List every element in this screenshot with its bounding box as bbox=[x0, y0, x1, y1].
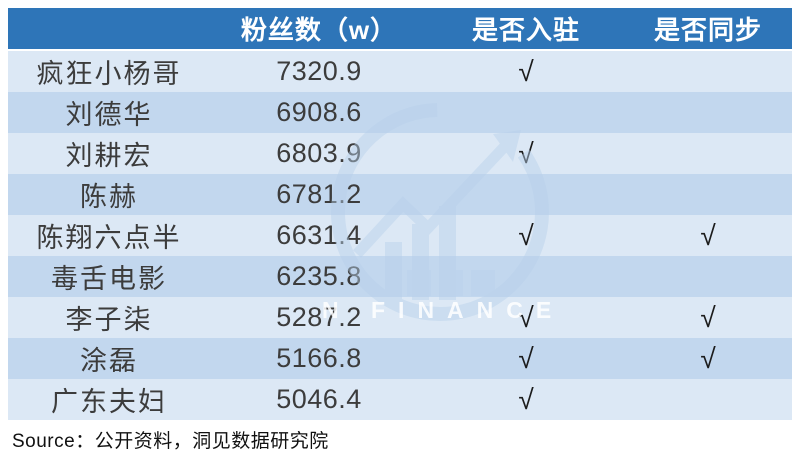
header-synced: 是否同步 bbox=[653, 15, 762, 45]
settled-mark: √ bbox=[518, 219, 534, 251]
account-name: 陈翔六点半 bbox=[36, 223, 182, 253]
table-row: 陈翔六点半 6631.4 √ √ bbox=[8, 215, 792, 256]
table-row: 刘耕宏 6803.9 √ bbox=[8, 133, 792, 174]
account-name: 李子柒 bbox=[65, 305, 153, 335]
account-name: 毒舌电影 bbox=[51, 264, 167, 294]
account-name: 涂磊 bbox=[80, 346, 138, 376]
fans-value: 6908.6 bbox=[276, 97, 362, 127]
fans-value: 7320.9 bbox=[276, 56, 362, 86]
settled-mark: √ bbox=[518, 342, 534, 374]
fans-value: 6235.8 bbox=[276, 261, 362, 291]
settled-mark: √ bbox=[518, 383, 534, 415]
synced-mark: √ bbox=[700, 301, 716, 333]
synced-mark bbox=[624, 256, 792, 297]
header-settled: 是否入驻 bbox=[471, 15, 580, 45]
fans-value: 5166.8 bbox=[276, 343, 362, 373]
account-name: 刘耕宏 bbox=[65, 141, 153, 171]
header-account bbox=[8, 8, 210, 49]
settled-mark: √ bbox=[518, 55, 534, 87]
fans-value: 6803.9 bbox=[276, 138, 362, 168]
fans-value: 5287.2 bbox=[276, 302, 362, 332]
table-row: 李子柒 5287.2 √ √ bbox=[8, 297, 792, 338]
table-body: 疯狂小杨哥 7320.9 √ 刘德华 6908.6 刘耕宏 6803.9 √ 陈… bbox=[8, 51, 792, 420]
table-header-row: 粉丝数（w） 是否入驻 是否同步 bbox=[8, 8, 792, 51]
account-name: 疯狂小杨哥 bbox=[36, 59, 182, 89]
table-row: 刘德华 6908.6 bbox=[8, 92, 792, 133]
table-row: 广东夫妇 5046.4 √ bbox=[8, 379, 792, 420]
account-name: 陈赫 bbox=[80, 182, 138, 212]
table-row: 涂磊 5166.8 √ √ bbox=[8, 338, 792, 379]
table-row: 陈赫 6781.2 bbox=[8, 174, 792, 215]
settled-mark bbox=[428, 92, 624, 133]
synced-mark: √ bbox=[700, 342, 716, 374]
settled-mark: √ bbox=[518, 137, 534, 169]
synced-mark bbox=[624, 92, 792, 133]
fans-value: 6631.4 bbox=[276, 220, 362, 250]
account-name: 广东夫妇 bbox=[51, 387, 167, 417]
table-row: 疯狂小杨哥 7320.9 √ bbox=[8, 51, 792, 92]
synced-mark bbox=[624, 379, 792, 420]
settled-mark bbox=[428, 174, 624, 215]
header-fans: 粉丝数（w） bbox=[240, 15, 398, 45]
synced-mark bbox=[624, 51, 792, 92]
settled-mark: √ bbox=[518, 301, 534, 333]
synced-mark: √ bbox=[700, 219, 716, 251]
fans-value: 6781.2 bbox=[276, 179, 362, 209]
account-name: 刘德华 bbox=[65, 100, 153, 130]
synced-mark bbox=[624, 133, 792, 174]
synced-mark bbox=[624, 174, 792, 215]
source-note: Source：公开资料，洞见数据研究院 bbox=[12, 431, 329, 452]
fans-value: 5046.4 bbox=[276, 384, 362, 414]
fans-ranking-table: 粉丝数（w） 是否入驻 是否同步 疯狂小杨哥 7320.9 √ 刘德华 6908… bbox=[8, 8, 792, 420]
table-row: 毒舌电影 6235.8 bbox=[8, 256, 792, 297]
settled-mark bbox=[428, 256, 624, 297]
